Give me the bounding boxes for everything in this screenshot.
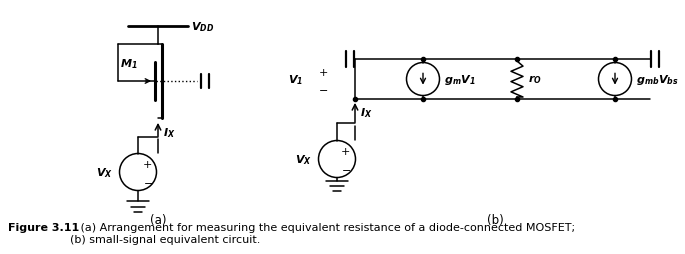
Text: $\bfit{r}_O$: $\bfit{r}_O$ [528, 73, 542, 86]
Text: $\bfit{V}_X$: $\bfit{V}_X$ [97, 165, 114, 179]
Text: $-$: $-$ [142, 176, 153, 186]
Text: +: + [319, 68, 327, 78]
Text: +: + [142, 159, 152, 169]
Text: $\bfit{I}_X$: $\bfit{I}_X$ [163, 126, 175, 139]
Text: $\bfit{g}_m\bfit{V}_1$: $\bfit{g}_m\bfit{V}_1$ [443, 73, 475, 87]
Text: $\bfit{I}_X$: $\bfit{I}_X$ [360, 106, 373, 120]
Text: $\bfit{V}_1$: $\bfit{V}_1$ [288, 73, 303, 87]
Text: $\bfit{M}_1$: $\bfit{M}_1$ [120, 57, 138, 71]
Text: Figure 3.11: Figure 3.11 [8, 222, 79, 232]
Text: $-$: $-$ [340, 163, 351, 173]
Text: $-$: $-$ [318, 84, 328, 94]
Text: +: + [340, 146, 350, 156]
Text: $\bfit{g}_{mb}\bfit{V}_{bs}$: $\bfit{g}_{mb}\bfit{V}_{bs}$ [636, 73, 678, 87]
Text: (b): (b) [486, 213, 503, 226]
Text: (a) Arrangement for measuring the equivalent resistance of a diode-connected MOS: (a) Arrangement for measuring the equiva… [70, 222, 575, 244]
Text: $\bfit{V}_X$: $\bfit{V}_X$ [295, 152, 312, 166]
Text: (a): (a) [150, 213, 166, 226]
Text: $\bfit{V}_{DD}$: $\bfit{V}_{DD}$ [191, 20, 214, 34]
